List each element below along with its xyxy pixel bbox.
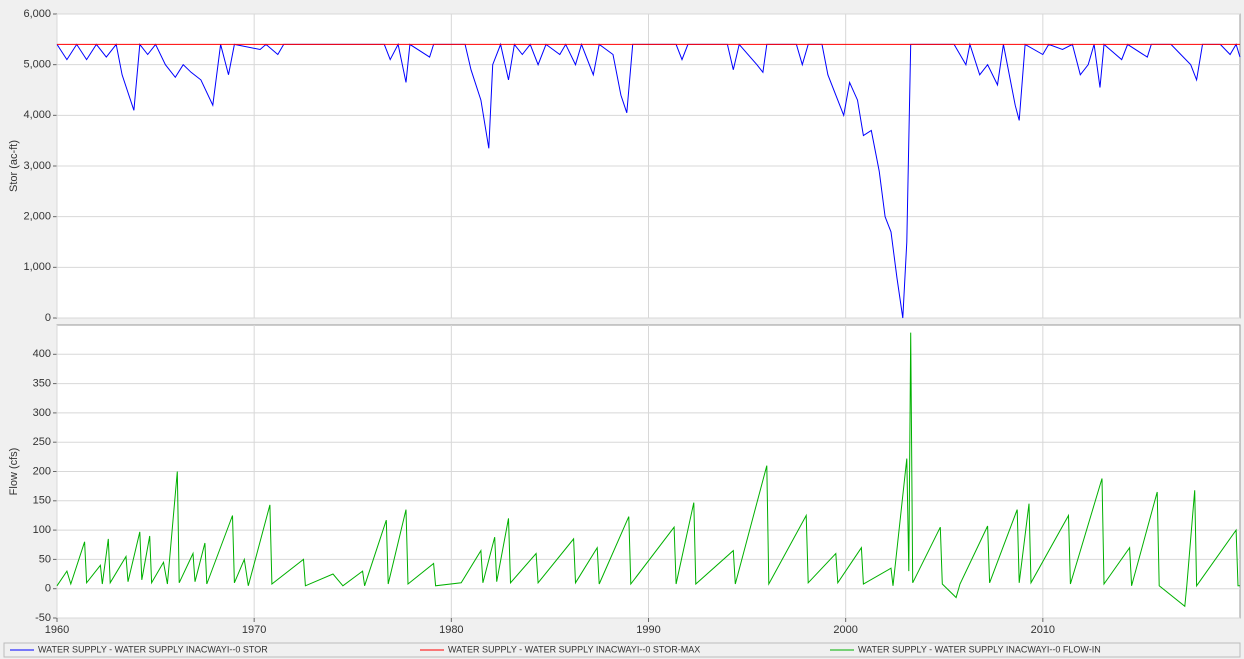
y-tick-label: 6,000 [23, 8, 51, 20]
legend-label: WATER SUPPLY - WATER SUPPLY INACWAYI--0 … [38, 644, 268, 654]
x-tick-label: 2010 [1031, 624, 1055, 636]
y-tick-label: 50 [39, 553, 51, 565]
y-tick-label: 150 [33, 495, 51, 507]
legend-label: WATER SUPPLY - WATER SUPPLY INACWAYI--0 … [858, 644, 1101, 654]
y-tick-label: 400 [33, 348, 51, 360]
x-tick-label: 1960 [45, 624, 69, 636]
y-tick-label: 4,000 [23, 109, 51, 121]
y-tick-label: 0 [45, 312, 51, 324]
x-tick-label: 2000 [833, 624, 857, 636]
y-tick-label: 350 [33, 378, 51, 390]
legend-box [3, 642, 1241, 658]
legend-label: WATER SUPPLY - WATER SUPPLY INACWAYI--0 … [448, 644, 700, 654]
y-tick-label: 5,000 [23, 59, 51, 71]
y-axis-label: Flow (cfs) [8, 448, 20, 496]
x-tick-label: 1980 [439, 624, 463, 636]
x-tick-label: 1970 [242, 624, 266, 636]
series-line [56, 332, 1240, 608]
y-axis-label: Stor (ac-ft) [8, 140, 20, 192]
y-tick-label: 100 [33, 524, 51, 536]
y-tick-label: -50 [35, 612, 51, 624]
y-tick-label: 3,000 [23, 160, 51, 172]
y-tick-label: 300 [33, 407, 51, 419]
x-tick-label: 1990 [636, 624, 660, 636]
y-tick-label: 0 [45, 583, 51, 595]
y-tick-label: 2,000 [23, 211, 51, 223]
y-tick-label: 250 [33, 436, 51, 448]
y-tick-label: 1,000 [23, 261, 51, 273]
y-tick-label: 200 [33, 465, 51, 477]
